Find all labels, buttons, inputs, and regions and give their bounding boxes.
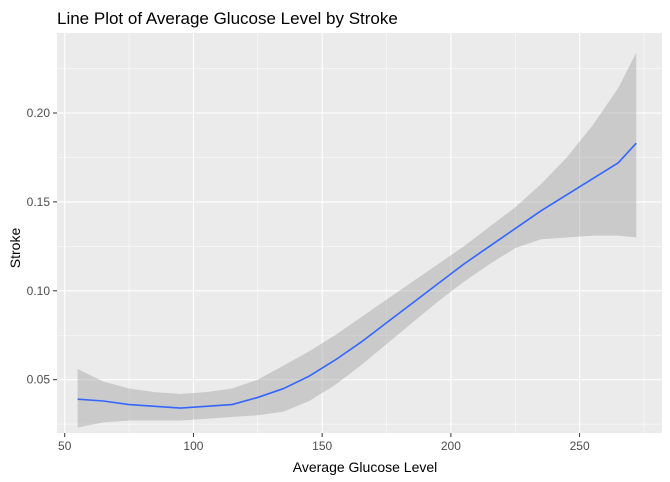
minor-gridlines bbox=[57, 33, 662, 433]
y-axis-title: Stroke bbox=[7, 228, 23, 269]
x-tick-label: 100 bbox=[183, 439, 203, 453]
x-axis: 50 100 150 200 250 bbox=[58, 433, 590, 453]
x-tick-label: 150 bbox=[312, 439, 332, 453]
x-tick-label: 250 bbox=[570, 439, 590, 453]
x-axis-title: Average Glucose Level bbox=[293, 459, 438, 475]
y-tick-label: 0.20 bbox=[27, 106, 51, 120]
x-tick-label: 200 bbox=[441, 439, 461, 453]
y-tick-label: 0.15 bbox=[27, 195, 51, 209]
y-tick-label: 0.10 bbox=[27, 284, 51, 298]
x-tick-label: 50 bbox=[58, 439, 72, 453]
chart-title: Line Plot of Average Glucose Level by St… bbox=[57, 9, 398, 28]
y-axis: 0.05 0.10 0.15 0.20 bbox=[27, 106, 57, 387]
smooth-line bbox=[77, 142, 637, 409]
plot-panel bbox=[57, 33, 662, 433]
y-tick-label: 0.05 bbox=[27, 373, 51, 387]
confidence-band bbox=[77, 52, 637, 428]
major-gridlines bbox=[57, 33, 662, 433]
